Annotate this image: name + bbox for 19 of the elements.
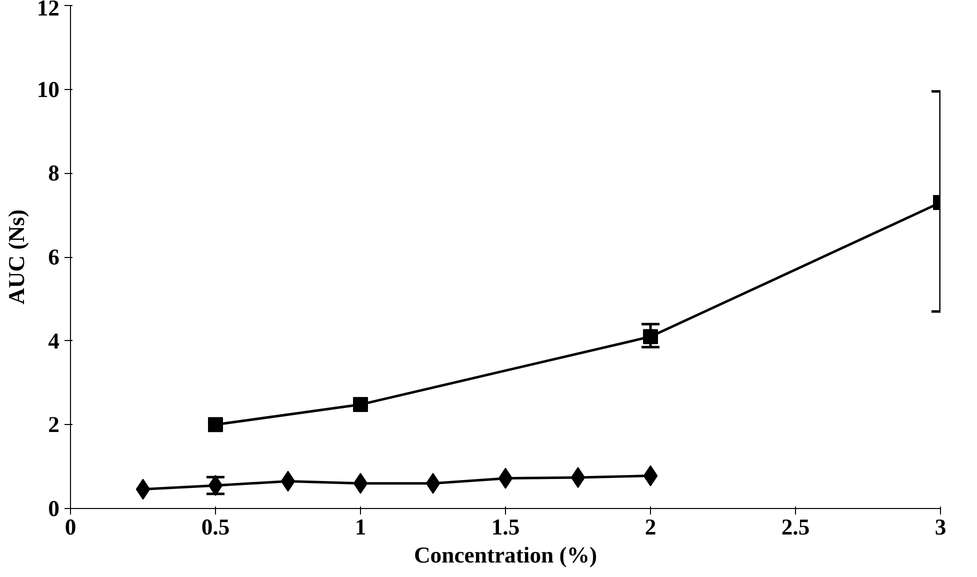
x-tick-label: 0.5 (201, 514, 230, 540)
x-tick-label: 2 (644, 514, 656, 540)
y-tick-label: 4 (48, 328, 60, 354)
y-axis-title: AUC (Ns) (4, 209, 29, 305)
y-tick-label: 0 (48, 496, 60, 521)
x-axis-title: Concentration (%) (414, 542, 598, 568)
y-tick-label: 2 (48, 412, 60, 438)
y-tick-label: 8 (48, 160, 60, 186)
x-tick-label: 3 (934, 514, 946, 540)
x-tick-label: 1.5 (491, 514, 520, 540)
x-tick-label: 2.5 (781, 514, 810, 540)
y-tick-label: 12 (36, 0, 60, 20)
x-tick-label: 1 (354, 514, 366, 540)
point (643, 329, 658, 344)
y-tick-label: 6 (48, 244, 60, 270)
x-tick-label: 0 (64, 514, 76, 540)
y-tick-label: 10 (36, 76, 60, 102)
point (353, 397, 368, 412)
point (208, 417, 223, 432)
